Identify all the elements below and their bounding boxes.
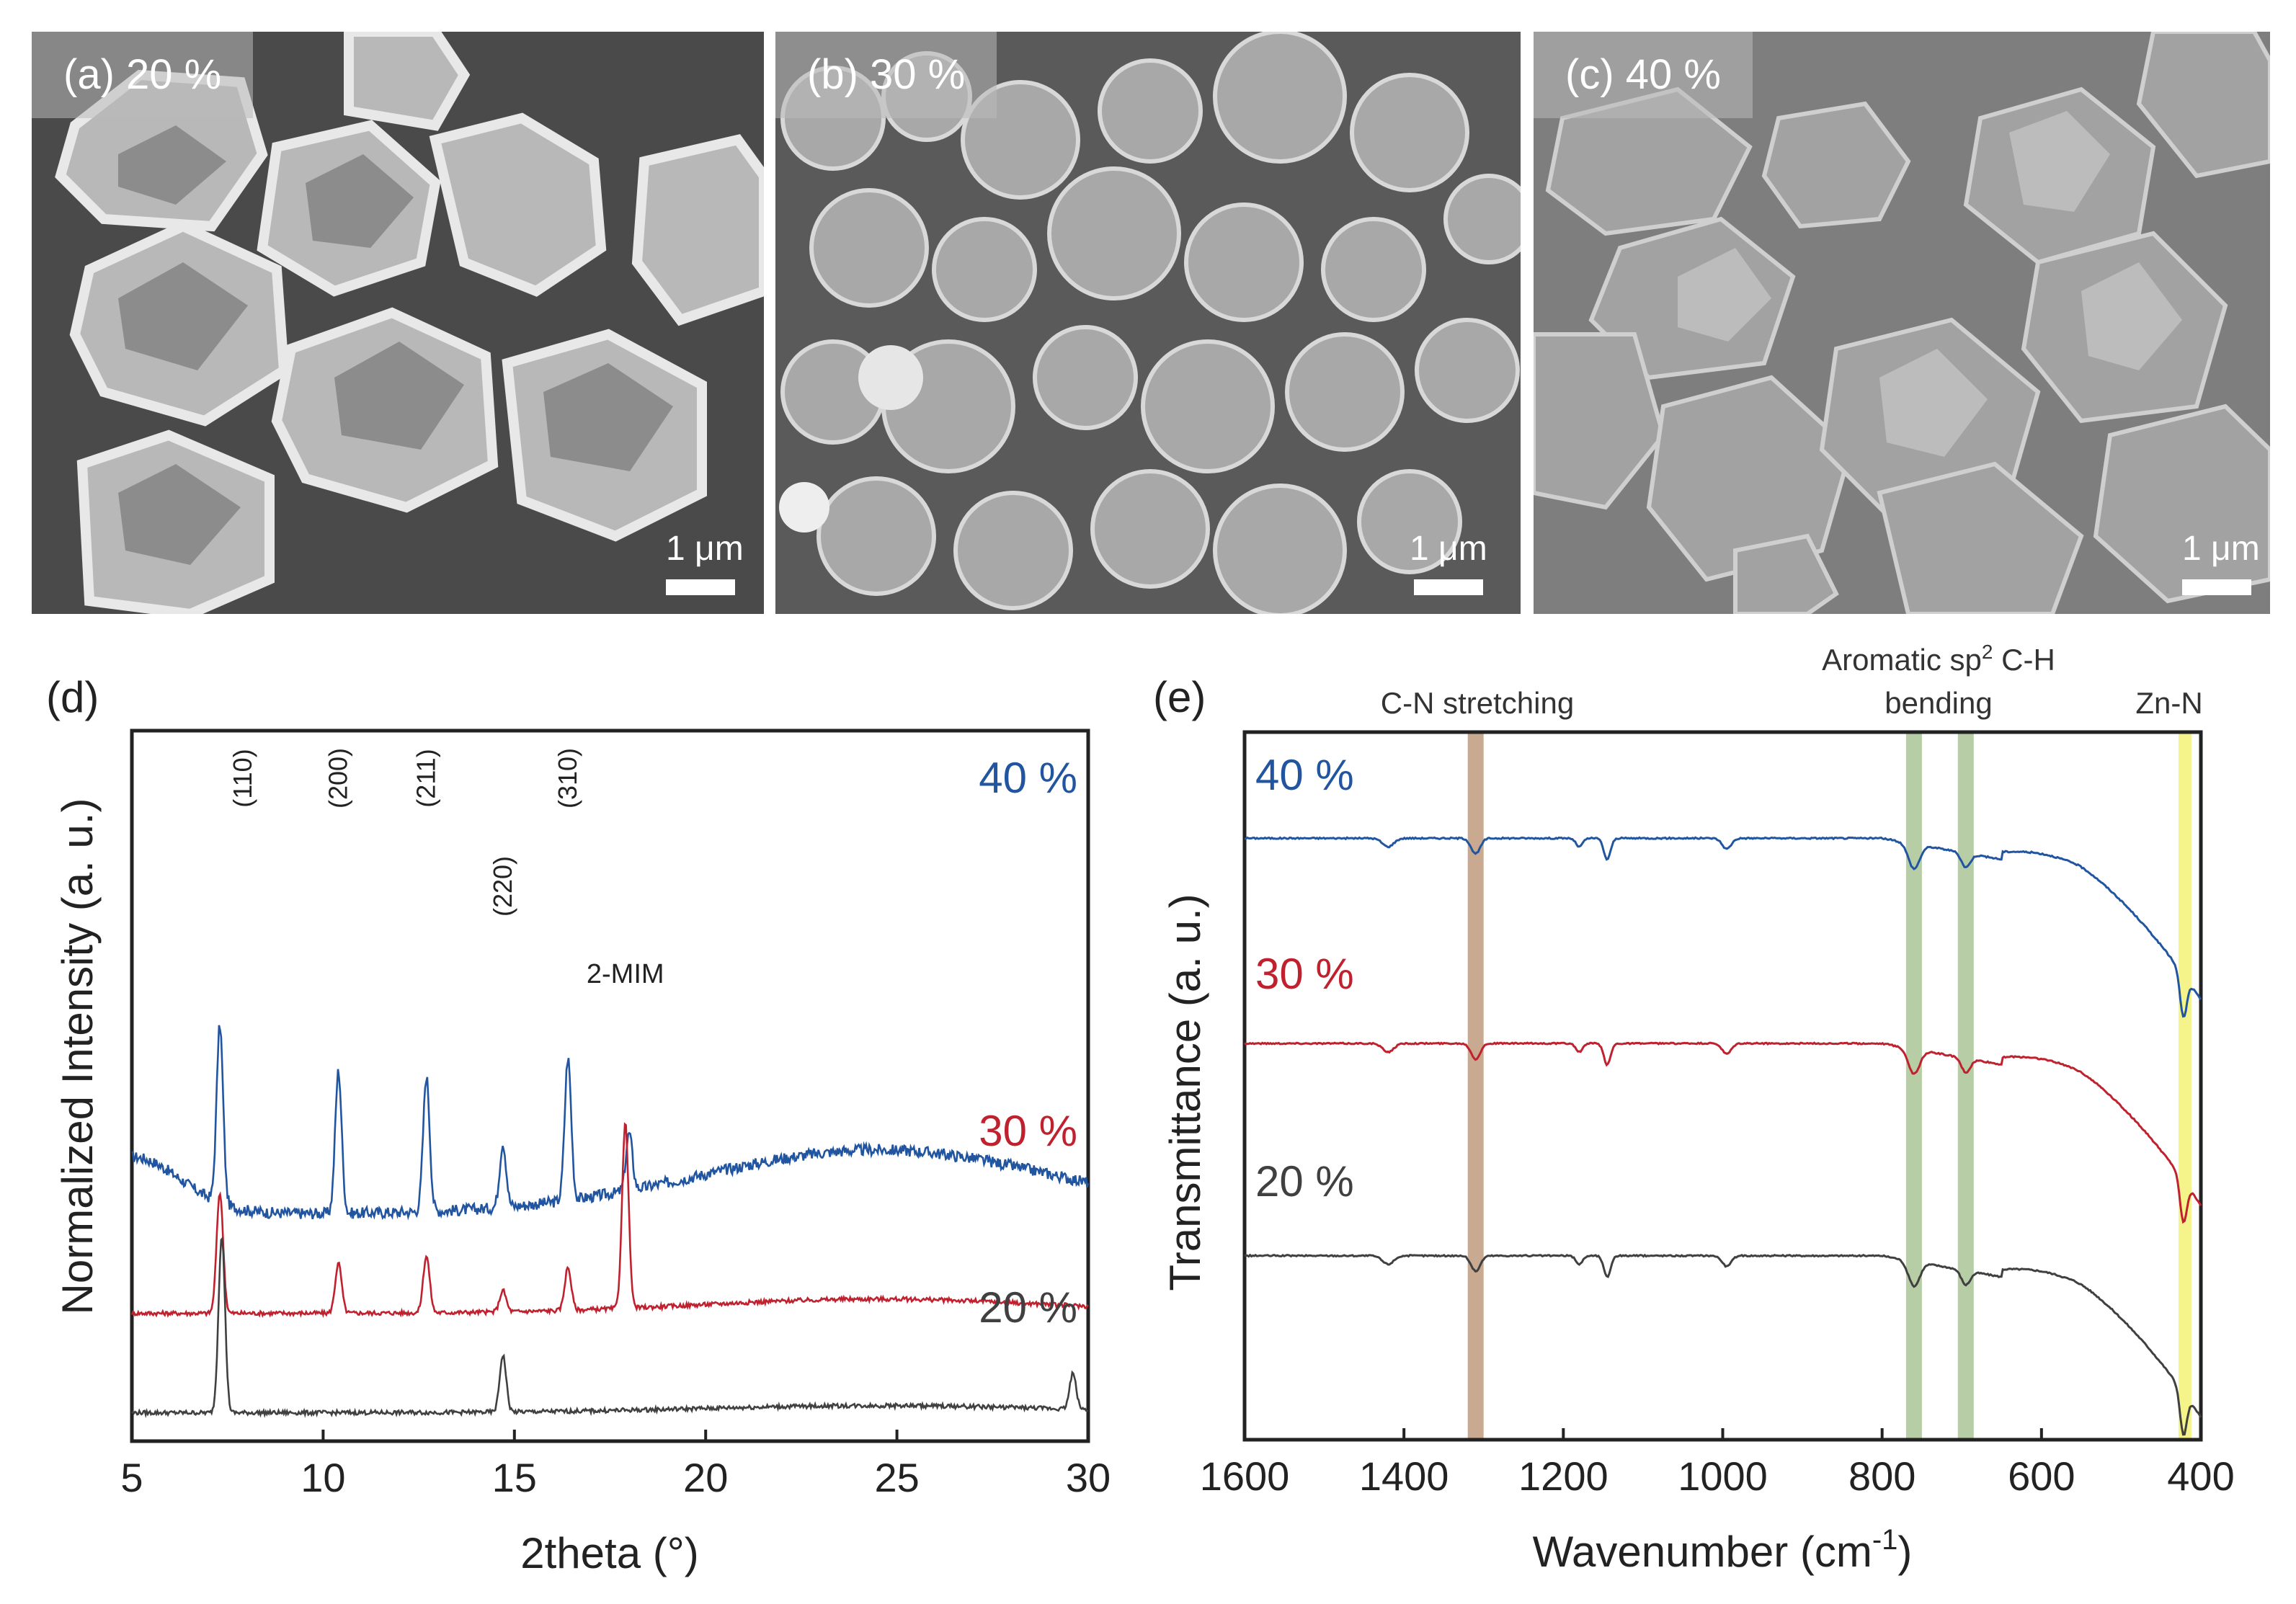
xrd-x-tick-label: 25 [874, 1455, 919, 1500]
ftir-x-tick-label: 800 [1848, 1453, 1915, 1499]
sem-panel-a: (a) 20 % 1 μm [32, 32, 764, 614]
xrd-peak-annotations: (110) (200) (211) (220) (310) 2-MIM [228, 748, 664, 989]
xlabel-sup: -1 [1872, 1524, 1898, 1556]
aromatic-text: Aromatic sp [1822, 643, 1982, 677]
xrd-x-tick-label: 10 [301, 1455, 345, 1500]
ftir-series-line [1244, 836, 2202, 1018]
sem-image-a [32, 32, 764, 614]
scale-bar-b [1414, 579, 1483, 595]
ftir-series-label: 30 % [1255, 950, 1354, 998]
xrd-x-tick-label: 15 [492, 1455, 537, 1500]
band-label-znn: Zn-N [2135, 686, 2202, 720]
band-label-aromatic-line2: bending [1885, 686, 1992, 720]
ftir-series-line [1244, 1041, 2202, 1224]
sem-label-a: (a) 20 % [32, 32, 254, 118]
xrd-annotation: 2-MIM [587, 959, 664, 989]
ftir-bands [1467, 732, 2192, 1440]
ftir-series-line [1244, 1253, 2202, 1436]
ftir-band [2178, 732, 2192, 1440]
ftir-band [1957, 732, 1974, 1440]
ftir-x-tick-label: 1000 [1678, 1453, 1768, 1499]
scale-bar-label-b: 1 μm [1410, 530, 1487, 568]
sem-image-c [1534, 32, 2270, 614]
xrd-series-line [130, 1236, 1089, 1419]
xrd-annotation: (200) [324, 748, 353, 808]
scale-bar-c [2182, 579, 2251, 595]
xrd-annotation: (310) [553, 748, 582, 808]
aromatic-sup: 2 [1982, 641, 1993, 663]
ftir-x-tick-label: 1200 [1518, 1453, 1608, 1499]
xrd-series-label: 40 % [979, 754, 1077, 802]
ftir-series: 40 % 30 % 20 % [1244, 751, 2202, 1436]
scale-bar-label-c: 1 μm [2182, 530, 2260, 568]
xrd-x-tick-label: 20 [683, 1455, 728, 1500]
scale-bar-a [666, 579, 735, 595]
xrd-series-label: 30 % [979, 1107, 1077, 1155]
panel-d-label: (d) [46, 673, 99, 721]
panel-e-label: (e) [1153, 673, 1206, 721]
sem-image-b [775, 32, 1521, 614]
xrd-plot-frame [130, 729, 1090, 1443]
ftir-x-tick-label: 1400 [1359, 1453, 1449, 1499]
xrd-annotation: (220) [488, 856, 517, 917]
sem-label-c: (c) 40 % [1534, 32, 1753, 118]
xrd-x-tick-label: 5 [120, 1455, 143, 1500]
xrd-y-axis-label: Normalized Intensity (a. u.) [53, 798, 102, 1315]
xrd-annotation: (110) [228, 749, 257, 807]
xrd-series-label: 20 % [979, 1283, 1077, 1332]
ftir-plot-frame [1242, 730, 2203, 1442]
aromatic-tail: C-H [1993, 643, 2055, 677]
ftir-x-tick-label: 1600 [1200, 1453, 1290, 1499]
ftir-band [1467, 732, 1484, 1440]
ftir-x-axis-label: Wavenumber (cm-1) [1533, 1524, 1913, 1576]
scale-bar-label-a: 1 μm [666, 530, 744, 568]
ftir-x-axis: 1600 1400 1200 1000 800 600 400 [1200, 1428, 2235, 1499]
ftir-band [1905, 732, 1922, 1440]
ftir-series-label: 40 % [1255, 751, 1354, 799]
ftir-series-label: 20 % [1255, 1157, 1354, 1206]
xlabel-tail: ) [1897, 1528, 1912, 1576]
xrd-x-axis-label: 2theta (°) [520, 1529, 698, 1577]
ftir-x-tick-label: 600 [2008, 1453, 2075, 1499]
xrd-x-axis: 5 10 15 20 25 30 [120, 1430, 1111, 1500]
sem-label-b: (b) 30 % [775, 32, 997, 118]
xrd-series-line [131, 1025, 1090, 1221]
ftir-y-axis-label: Transmittance (a. u.) [1161, 894, 1209, 1291]
band-label-cn: C-N stretching [1381, 686, 1574, 720]
sem-panel-b: (b) 30 % 1 μm [775, 32, 1521, 614]
xrd-annotation: (211) [411, 749, 441, 807]
xlabel-main: Wavenumber (cm [1533, 1528, 1872, 1576]
xrd-series: 40 % 30 % 20 % [130, 754, 1090, 1419]
ftir-x-tick-label: 400 [2167, 1453, 2234, 1499]
xrd-series-line [130, 1122, 1089, 1319]
xrd-x-tick-label: 30 [1066, 1455, 1111, 1500]
band-label-aromatic-line1: Aromatic sp2 C-H [1822, 641, 2055, 677]
sem-panel-c: (c) 40 % 1 μm [1534, 32, 2270, 614]
